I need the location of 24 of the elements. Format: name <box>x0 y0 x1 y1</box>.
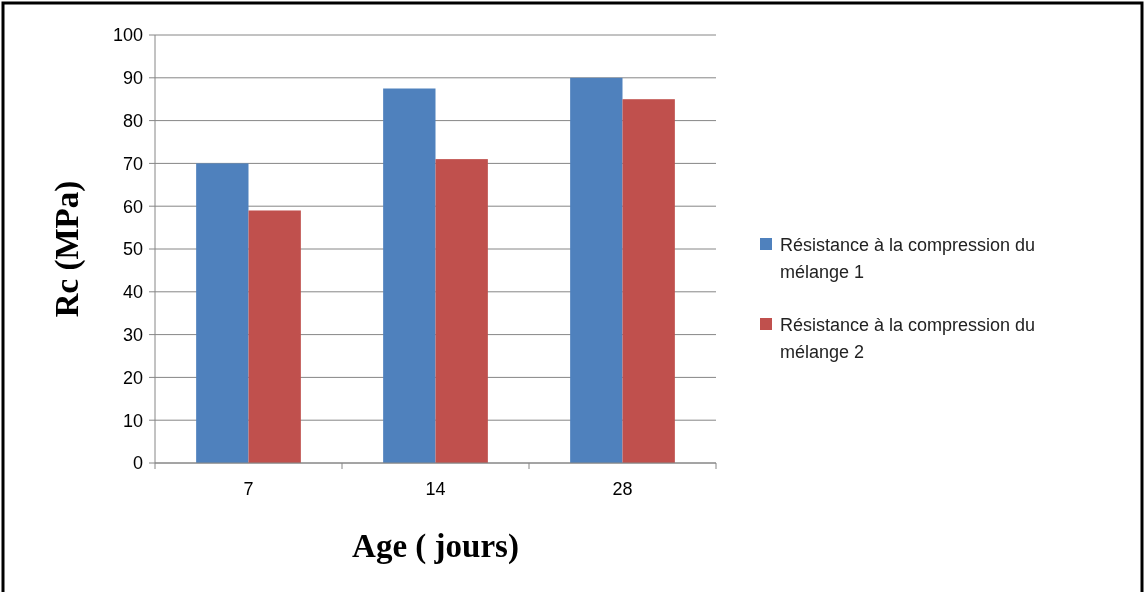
y-tick-label: 0 <box>132 453 143 474</box>
y-axis-title: Rc (MPa) <box>49 180 86 318</box>
y-tick-label: 50 <box>122 239 143 260</box>
x-tick-label: 7 <box>243 479 254 499</box>
bar <box>622 99 675 463</box>
y-tick-label: 40 <box>122 282 143 303</box>
y-tick-label: 70 <box>122 153 143 174</box>
bar <box>570 77 623 463</box>
bar <box>248 210 301 463</box>
x-tick-label: 28 <box>612 479 633 499</box>
bar <box>383 88 436 463</box>
y-tick-label: 20 <box>122 367 143 388</box>
legend-label: Résistance à la compression du mélange 1 <box>780 235 1036 283</box>
y-tick-label: 90 <box>122 68 143 89</box>
legend-label: Résistance à la compression du mélange 2 <box>780 315 1036 363</box>
x-tick-label: 14 <box>425 479 446 499</box>
bar <box>196 163 249 463</box>
x-axis-title: Age ( jours) <box>352 528 519 565</box>
y-tick-label: 100 <box>112 25 143 46</box>
bar <box>435 159 488 463</box>
y-tick-label: 80 <box>122 110 143 131</box>
y-tick-label: 10 <box>122 410 143 431</box>
y-tick-label: 30 <box>122 324 143 345</box>
y-tick-label: 60 <box>122 196 143 217</box>
